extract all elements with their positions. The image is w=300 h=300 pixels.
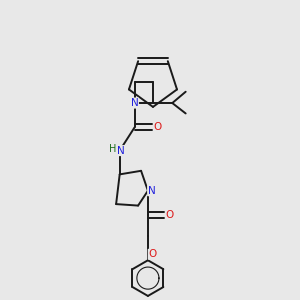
Text: H: H	[110, 144, 117, 154]
Text: N: N	[117, 146, 125, 156]
Text: O: O	[166, 210, 174, 220]
Text: N: N	[131, 98, 138, 108]
Text: O: O	[154, 122, 162, 132]
Text: O: O	[148, 249, 157, 259]
Text: N: N	[148, 186, 155, 196]
